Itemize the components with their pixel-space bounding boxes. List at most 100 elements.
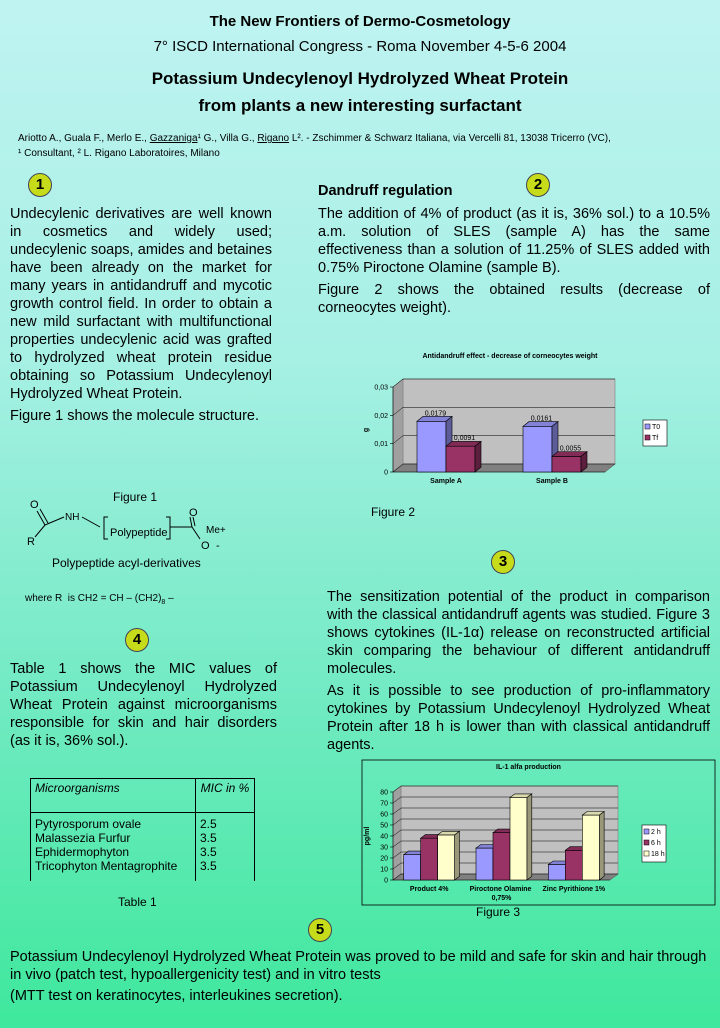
y-tick-label: 0,02 (374, 413, 388, 420)
section-text: Table 1 shows the MIC values of Potassiu… (10, 660, 277, 754)
section-number: 1 (28, 173, 52, 197)
legend-swatch (644, 434, 651, 441)
section-number: 5 (308, 918, 332, 942)
table-cell: Tricophyton Mentagrophite (30, 859, 196, 881)
bar (445, 440, 482, 473)
x-tick-label: Product 4% (410, 886, 449, 893)
bar-side (454, 830, 460, 881)
y-tick-label: 0 (384, 470, 388, 477)
paragraph: The addition of 4% of product (as it is,… (318, 206, 710, 276)
chart: IL-1 alfa production pg/ml 0 10 20 30 40 50 60 70… (361, 759, 716, 906)
paragraph: Potassium Undecylenoyl Hydrolyzed Wheat … (10, 949, 707, 983)
value-label: 0,0179 (425, 410, 447, 417)
bar (581, 810, 606, 881)
formula: where R is CH2 = CH – (CH2)8 – (25, 593, 174, 606)
bar-front (551, 456, 582, 473)
atom: O (201, 540, 210, 552)
table-header: Microorganisms (30, 778, 196, 813)
author: Ariotto A., Guala F., Merlo E., (18, 133, 150, 144)
grid-line (392, 378, 615, 388)
table-cell: 3.5 (195, 859, 255, 881)
table-row: Pytyrosporum ovale 2.5 (30, 812, 255, 831)
affiliations: ¹ Consultant, ² L. Rigano Laboratoires, … (18, 148, 220, 159)
subscript: 8 (161, 599, 166, 606)
legend-label: 18 h (651, 851, 665, 858)
formula-text: – (165, 593, 174, 604)
legend-label: T0 (652, 424, 660, 431)
section-text: Undecylenic derivatives are well known i… (10, 205, 272, 429)
title: from plants a new interesting surfactant (198, 96, 522, 115)
bar (436, 830, 461, 881)
author: L². - Zschimmer & Schwarz Italiana, via … (289, 133, 611, 144)
table-cell: Ephidermophyton (30, 845, 196, 859)
conclusion: Potassium Undecylenoyl Hydrolyzed Wheat … (10, 948, 715, 1009)
paragraph: As it is possible to see production of p… (327, 683, 710, 753)
section-heading: Dandruff regulation (318, 183, 453, 199)
paragraph: (MTT test on keratinocytes, interleukine… (10, 988, 343, 1004)
chart: Antidandruff effect - decrease of corneo… (363, 353, 668, 485)
atom: O (30, 499, 39, 511)
bar-front (420, 837, 438, 881)
conference: The New Frontiers of Dermo-Cosmetology (209, 13, 511, 30)
legend-swatch (643, 850, 650, 857)
section-number: 4 (125, 628, 149, 652)
y-tick-label: 0,01 (374, 441, 388, 448)
paragraph: The sensitization potential of the produ… (327, 589, 710, 677)
y-tick-label: 40 (380, 834, 388, 841)
section-text: The addition of 4% of product (as it is,… (318, 205, 710, 321)
table-row: Tricophyton Mentagrophite 3.5 (30, 859, 255, 881)
grid-line (392, 829, 618, 837)
bar-front (475, 847, 494, 881)
bar (522, 420, 559, 473)
polypeptide: Polypeptide (110, 527, 168, 539)
x-tick-label: Piroctone Olamine 0,75% (470, 886, 534, 902)
grid-line (392, 851, 618, 859)
legend-label: Tf (652, 435, 658, 442)
bar-side (580, 450, 588, 473)
legend-swatch (644, 423, 651, 430)
section-text: The sensitization potential of the produ… (327, 588, 710, 758)
bar-front (445, 445, 476, 473)
table-cell: Malassezia Furfur (30, 831, 196, 845)
table-cell: 3.5 (195, 831, 255, 845)
figure-caption: Figure 2 (371, 505, 416, 519)
grid-line (392, 785, 618, 793)
formula-text: where R is CH2 = CH – (CH2) (25, 593, 162, 604)
y-tick-label: 10 (380, 867, 388, 874)
paragraph: Table 1 shows the MIC values of Potassiu… (10, 661, 277, 749)
table-caption: Table 1 (118, 895, 157, 909)
legend-swatch (643, 839, 650, 846)
author: Rigano (257, 133, 290, 144)
grid-line (392, 862, 618, 870)
bar-front (565, 849, 583, 881)
chart-title: IL-1 alfa production (496, 764, 561, 771)
section-number: 3 (491, 550, 515, 574)
table-cell: 3.5 (195, 845, 255, 859)
table-cell: Pytyrosporum ovale (30, 812, 196, 831)
y-tick-label: 0 (384, 878, 388, 885)
mic-table: Microorganisms MIC in % Pytyrosporum oval… (30, 778, 255, 881)
paragraph: Undecylenic derivatives are well known i… (10, 206, 272, 402)
y-tick-label: 0,03 (374, 385, 388, 392)
table-row: Ephidermophyton 3.5 (30, 845, 255, 859)
figure-caption: Figure 3 (476, 905, 521, 919)
grid-line (392, 818, 618, 826)
atom: NH (65, 512, 79, 523)
bar-side (474, 440, 482, 473)
grid-line (392, 796, 618, 804)
bar-front (492, 832, 511, 881)
table-row: Malassezia Furfur 3.5 (30, 831, 255, 845)
chart-border (361, 759, 716, 906)
molecule: O NH R Polypeptide O Me+ O - (27, 499, 226, 552)
bar (551, 450, 588, 473)
y-tick-label: 20 (380, 856, 388, 863)
chart-title: Antidandruff effect - decrease of corneo… (422, 353, 598, 360)
author: Gazzaniga (149, 133, 198, 144)
grid-line (392, 407, 615, 416)
value-label: 0,0161 (531, 415, 553, 422)
congress: 7° ISCD International Congress - Roma No… (153, 38, 567, 55)
y-tick-label: 80 (380, 790, 388, 797)
bar-front (522, 426, 553, 473)
authors: Ariotto A., Guala F., Merlo E., Gazzanig… (18, 133, 611, 144)
